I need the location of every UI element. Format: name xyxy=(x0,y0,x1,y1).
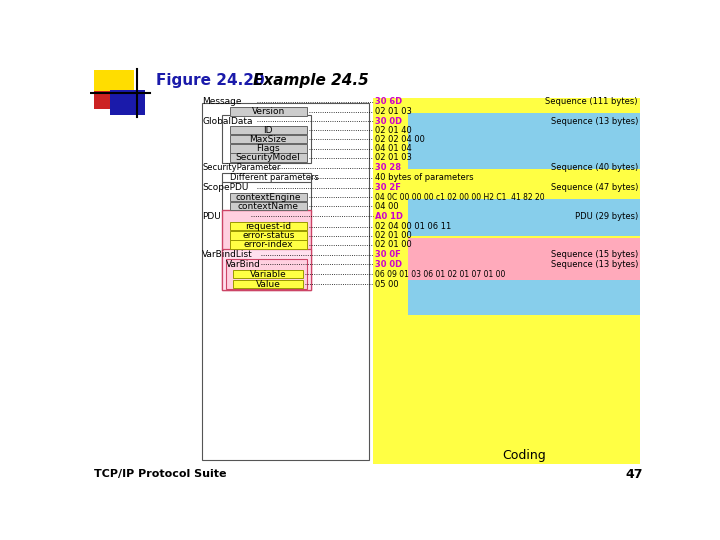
Text: Sequence (13 bytes): Sequence (13 bytes) xyxy=(551,260,638,269)
Text: 30 0F: 30 0F xyxy=(375,251,401,260)
Bar xyxy=(373,98,640,464)
Text: ScopePDU: ScopePDU xyxy=(202,184,248,192)
Text: Sequence (13 bytes): Sequence (13 bytes) xyxy=(551,117,638,125)
Text: contextEngine: contextEngine xyxy=(235,193,301,202)
Text: 04 01 04: 04 01 04 xyxy=(375,144,412,153)
Bar xyxy=(408,113,640,168)
Bar xyxy=(230,144,307,153)
Text: Sequence (15 bytes): Sequence (15 bytes) xyxy=(551,251,638,260)
Text: Value: Value xyxy=(256,280,281,289)
Bar xyxy=(222,210,311,291)
Text: 02 04 00 01 06 11: 02 04 00 01 06 11 xyxy=(375,222,451,231)
Text: A0 1D: A0 1D xyxy=(375,212,403,221)
Text: contextName: contextName xyxy=(238,202,299,211)
Text: 30 0D: 30 0D xyxy=(375,260,402,269)
Bar xyxy=(230,231,307,240)
Text: 30 28: 30 28 xyxy=(375,164,401,172)
Text: VarBindList: VarBindList xyxy=(202,251,253,260)
Bar xyxy=(222,182,311,212)
Text: 05 00: 05 00 xyxy=(375,280,399,289)
Text: 30 6D: 30 6D xyxy=(375,97,402,106)
Text: Different parameters: Different parameters xyxy=(230,173,318,183)
Bar xyxy=(230,107,307,116)
Bar xyxy=(225,259,307,289)
Text: VarBind: VarBind xyxy=(225,260,261,269)
Bar xyxy=(408,280,640,315)
Text: 04 0C 00 00 00 c1 02 00 00 H2 C1  41 82 20: 04 0C 00 00 00 c1 02 00 00 H2 C1 41 82 2… xyxy=(375,193,545,202)
Text: Figure 24.20: Figure 24.20 xyxy=(156,73,264,89)
Bar xyxy=(408,199,640,236)
Bar xyxy=(222,115,311,164)
Text: 02 01 00: 02 01 00 xyxy=(375,231,412,240)
Text: Flags: Flags xyxy=(256,144,280,153)
Text: Version: Version xyxy=(251,107,285,116)
Bar xyxy=(230,126,307,134)
Text: ID: ID xyxy=(264,126,273,135)
Text: 02 01 40: 02 01 40 xyxy=(375,126,412,135)
Text: 47: 47 xyxy=(626,468,644,481)
Bar xyxy=(408,238,640,315)
Text: Message: Message xyxy=(202,97,242,106)
Bar xyxy=(110,90,145,115)
Bar xyxy=(222,249,311,289)
Text: 02 01 03: 02 01 03 xyxy=(375,107,412,116)
Text: Example 24.5: Example 24.5 xyxy=(253,73,369,89)
Bar xyxy=(230,193,307,201)
Bar xyxy=(230,240,307,249)
Bar xyxy=(233,269,303,278)
Text: PDU (29 bytes): PDU (29 bytes) xyxy=(575,212,638,221)
Text: error-index: error-index xyxy=(243,240,293,249)
Text: 04 00: 04 00 xyxy=(375,202,399,211)
Text: 06 09 01 03 06 01 02 01 07 01 00: 06 09 01 03 06 01 02 01 07 01 00 xyxy=(375,270,505,279)
Bar xyxy=(230,135,307,143)
Text: 02 01 03: 02 01 03 xyxy=(375,153,412,163)
Text: 40 bytes of parameters: 40 bytes of parameters xyxy=(375,173,474,183)
Bar xyxy=(94,70,134,92)
Text: PDU: PDU xyxy=(202,212,221,221)
Bar xyxy=(202,103,369,460)
Text: request-id: request-id xyxy=(246,222,292,231)
Bar xyxy=(230,153,307,162)
Bar xyxy=(230,222,307,231)
Text: Sequence (111 bytes): Sequence (111 bytes) xyxy=(546,97,638,106)
Text: 30 0D: 30 0D xyxy=(375,117,402,125)
Text: SecurityParameter: SecurityParameter xyxy=(202,164,281,172)
Text: Variable: Variable xyxy=(250,270,287,279)
Text: Coding: Coding xyxy=(502,449,546,462)
Text: 30 2F: 30 2F xyxy=(375,184,401,192)
Text: Sequence (40 bytes): Sequence (40 bytes) xyxy=(551,164,638,172)
Text: 02 02 04 00: 02 02 04 00 xyxy=(375,135,425,144)
Text: MaxSize: MaxSize xyxy=(250,135,287,144)
Text: error-status: error-status xyxy=(242,231,294,240)
Bar xyxy=(94,91,122,110)
Bar xyxy=(233,280,303,288)
Bar xyxy=(222,173,311,183)
Bar xyxy=(230,202,307,211)
Text: 02 01 00: 02 01 00 xyxy=(375,240,412,249)
Text: GlobalData: GlobalData xyxy=(202,117,253,125)
Text: SecurityModel: SecurityModel xyxy=(236,153,301,163)
Text: Sequence (47 bytes): Sequence (47 bytes) xyxy=(551,184,638,192)
Text: TCP/IP Protocol Suite: TCP/IP Protocol Suite xyxy=(94,469,226,480)
